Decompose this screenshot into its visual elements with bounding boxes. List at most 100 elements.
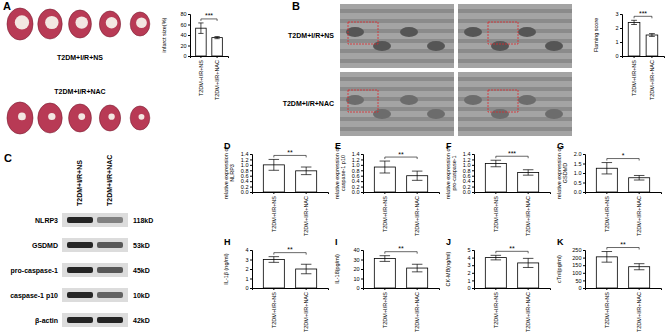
tick-label: 1.0 — [463, 162, 471, 168]
tick-label: 0 — [578, 285, 581, 291]
tick-label: 40 — [353, 247, 359, 253]
tick-label: 1.2 — [352, 157, 360, 163]
plot-marks — [196, 23, 223, 56]
y-tick: 20 — [180, 43, 190, 49]
chart: 0123T2DM+I/R+NST2DM+I/R+NACFlaming score… — [593, 10, 665, 100]
tick-label: 50 — [575, 278, 581, 284]
error-bar — [301, 167, 312, 175]
tick-mark — [495, 288, 496, 290]
y-tick: 0 — [183, 53, 190, 59]
axis-line — [361, 251, 364, 289]
tick-mark — [250, 279, 252, 280]
y-tick: 1.2 — [352, 157, 363, 163]
x-tick: T2DM+I/R+NS — [604, 288, 610, 328]
x-axis: T2DM+I/R+NST2DM+I/R+NAC — [475, 192, 551, 236]
axis-line — [475, 289, 551, 291]
axis-line — [583, 155, 586, 193]
plot-marks — [485, 255, 538, 288]
tick-mark — [583, 258, 585, 259]
tick-mark — [472, 250, 474, 251]
infarct-area — [78, 113, 85, 120]
y-tick: 40 — [353, 247, 363, 253]
error-bar — [634, 264, 645, 270]
group-label: T2DM+I/R+NS — [57, 54, 103, 61]
tick-mark — [361, 260, 363, 261]
tick-label: 0.0 — [352, 189, 360, 195]
axis-line — [253, 193, 329, 195]
infarct-area — [108, 114, 114, 120]
tick-mark — [188, 56, 190, 57]
tick-mark — [250, 159, 252, 160]
x-tick: T2DM+I/R+NAC — [414, 288, 420, 332]
axis-title: relative expression ofpro-caspase-1 — [445, 147, 457, 199]
tick-mark — [250, 269, 252, 270]
tick-mark — [472, 159, 474, 160]
tick-label: 1.5 — [574, 161, 582, 167]
tick-label: 0 — [467, 285, 470, 291]
y-tick: 2 — [245, 266, 252, 272]
tick-mark — [583, 265, 585, 266]
tick-mark — [583, 288, 585, 289]
mitochondrion — [373, 41, 391, 51]
error-bar — [523, 258, 534, 267]
error-bar — [649, 34, 655, 37]
y-tick: 80 — [180, 11, 190, 17]
tick-label: 0.0 — [463, 189, 471, 195]
tick-mark — [306, 192, 307, 194]
tick-label: T2DM+I/R+NS — [631, 60, 637, 96]
y-axis: 020406080 — [180, 11, 190, 59]
blot-band — [97, 317, 123, 323]
tick-label: 1.4 — [352, 151, 360, 157]
infarct-area — [15, 15, 29, 29]
significance: ** — [287, 149, 293, 156]
y-tick: 1 — [615, 39, 622, 45]
y-tick: 2 — [615, 25, 622, 31]
axis-line — [253, 289, 329, 291]
y-tick: 250 — [572, 247, 585, 253]
y-tick: 0.2 — [463, 184, 474, 190]
tick-label: T2DM+I/R+NAC — [414, 292, 420, 332]
y-tick: 0.8 — [463, 168, 474, 174]
y-tick: 1.2 — [463, 157, 474, 163]
tick-label: 0.4 — [352, 178, 360, 184]
tick-label: T2DM+I/R+NS — [604, 292, 610, 328]
blot-strip — [62, 263, 128, 277]
infarct-area — [75, 16, 88, 28]
highlight-box — [348, 90, 378, 112]
tick-label: 0.4 — [241, 178, 249, 184]
tick-mark — [472, 170, 474, 171]
chart: J012345T2DM+I/R+NST2DM+I/R+NACCK-MB(ng/m… — [445, 237, 551, 332]
tick-label: 2.0 — [574, 151, 582, 157]
tick-mark — [583, 173, 585, 174]
tick-mark — [472, 176, 474, 177]
y-tick: 1.2 — [241, 157, 252, 163]
tick-label: 0 — [356, 285, 359, 291]
band-size: 45kD — [133, 267, 150, 274]
panel-label: C — [4, 152, 12, 164]
tick-label: 0.8 — [241, 168, 249, 174]
micrograph — [340, 72, 454, 136]
y-tick: 0.2 — [241, 184, 252, 190]
myofibril — [458, 9, 572, 13]
tick-label: 1.4 — [241, 151, 249, 157]
tick-label: 1.0 — [574, 170, 582, 176]
mitochondrion — [518, 95, 536, 105]
highlight-box — [488, 90, 518, 112]
x-tick: T2DM+I/R+NS — [631, 56, 637, 96]
bar — [485, 258, 506, 288]
y-tick: 0 — [615, 53, 622, 59]
blot-band — [67, 217, 93, 223]
band-label: GSDMD — [32, 242, 58, 249]
tick-mark — [472, 165, 474, 166]
micrograph — [458, 72, 572, 136]
band-size: 42kD — [133, 317, 150, 324]
tick-label: 0.2 — [352, 184, 360, 190]
panel-label: I — [335, 237, 338, 247]
tick-label: 250 — [572, 247, 581, 253]
tick-mark — [361, 181, 363, 182]
myofibril — [458, 127, 572, 131]
tick-mark — [250, 288, 252, 289]
y-axis: 050100150200250 — [572, 247, 585, 291]
tick-label: 2 — [467, 270, 470, 276]
tick-mark — [361, 154, 363, 155]
